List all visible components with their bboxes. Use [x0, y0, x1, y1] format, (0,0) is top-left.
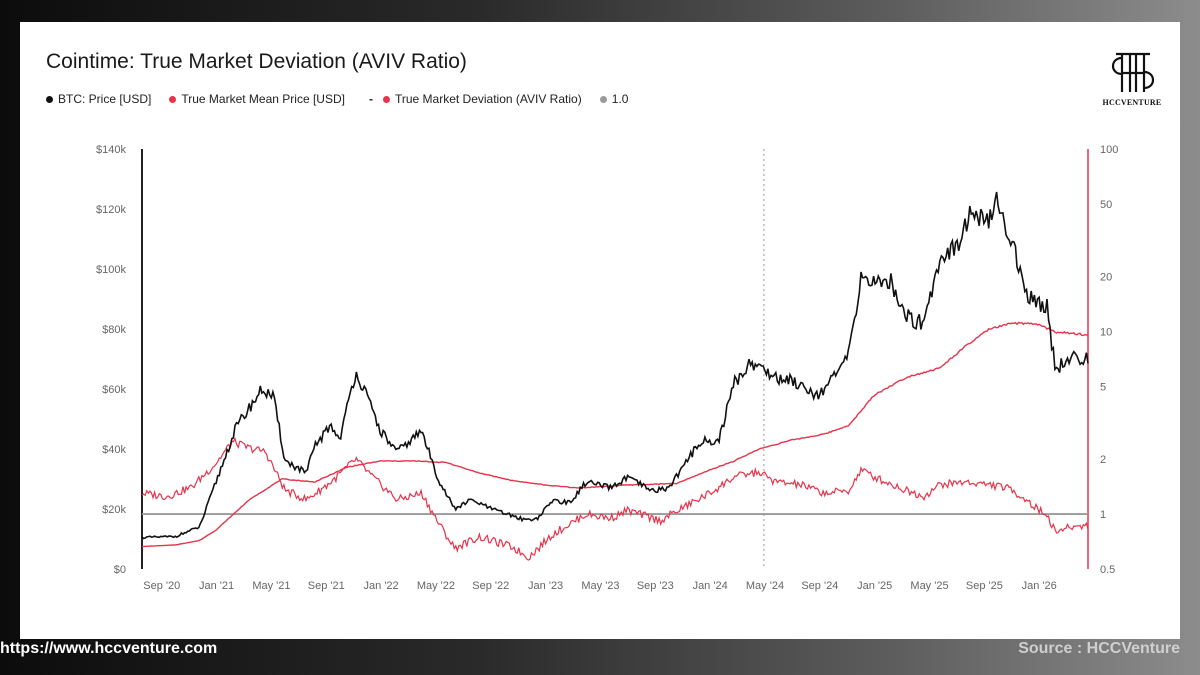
series-true-market-mean-line [141, 321, 1089, 548]
legend-item-true-market-mean[interactable]: True Market Mean Price [USD] [169, 92, 345, 106]
y-left-tick-label: $80k [102, 324, 126, 336]
chart-title: Cointime: True Market Deviation (AVIV Ra… [46, 50, 467, 73]
x-tick-label: Sep '25 [966, 580, 1003, 592]
x-tick-label: May '25 [910, 580, 948, 592]
legend-item-btc-price[interactable]: BTC: Price [USD] [46, 92, 151, 106]
y-left-tick-label: $20k [102, 504, 126, 516]
y-right-tick-label: 50 [1100, 199, 1112, 211]
x-tick-label: May '21 [252, 580, 290, 592]
x-tick-label: Jan '22 [364, 580, 399, 592]
x-tick-label: May '22 [417, 580, 455, 592]
x-tick-label: May '24 [746, 580, 784, 592]
y-right-tick-label: 5 [1100, 381, 1106, 393]
chart-legend: BTC: Price [USD] True Market Mean Price … [46, 92, 646, 106]
hccventure-logo: HCCVENTURE [1102, 48, 1162, 108]
y-left-tick-label: $100k [96, 264, 126, 276]
y-right-tick-label: 0.5 [1100, 564, 1115, 576]
legend-dot-grey [599, 95, 607, 103]
y-right-tick-label: 20 [1100, 272, 1112, 284]
x-tick-label: Jan '23 [528, 580, 563, 592]
y-left-tick-label: $0 [114, 564, 126, 576]
series-btc-price-line [141, 191, 1089, 540]
y-left-tick-label: $120k [96, 204, 126, 216]
legend-dot-red [382, 95, 390, 103]
y-right-tick-label: 100 [1100, 144, 1118, 156]
x-tick-label: Jan '21 [199, 580, 234, 592]
logo-text: HCCVENTURE [1102, 98, 1162, 107]
y-left-tick-label: $140k [96, 144, 126, 156]
x-tick-label: Jan '25 [857, 580, 892, 592]
chart-canvas: $0 $20k $40k $60k $80k $100k $120k $140k 0.5 1 2 5 1… [96, 144, 1118, 592]
legend-item-reference-1[interactable]: 1.0 [599, 92, 629, 106]
hh-monogram-icon [1111, 52, 1155, 92]
y-right-tick-label: 10 [1100, 327, 1112, 339]
x-tick-label: May '23 [581, 580, 619, 592]
x-tick-label: Sep '22 [472, 580, 509, 592]
y-right-tick-label: 1 [1100, 509, 1106, 521]
legend-label: BTC: Price [USD] [58, 92, 152, 106]
y-left-tick-label: $60k [102, 384, 126, 396]
x-tick-label: Sep '23 [637, 580, 674, 592]
x-tick-label: Sep '24 [801, 580, 838, 592]
legend-label: 1.0 [611, 92, 629, 106]
series-aviv-ratio-line [141, 437, 1089, 561]
legend-dot-black [46, 95, 53, 103]
legend-dot-red [169, 95, 177, 103]
legend-label: True Market Mean Price [USD] [181, 92, 345, 106]
x-tick-label: Jan '24 [693, 580, 728, 592]
chart-card: Cointime: True Market Deviation (AVIV Ra… [20, 22, 1180, 639]
legend-item-aviv-ratio[interactable]: - True Market Deviation (AVIV Ratio) [363, 92, 582, 106]
legend-label: True Market Deviation (AVIV Ratio) [394, 92, 582, 106]
legend-dash: - [368, 92, 373, 106]
x-tick-label: Sep '21 [308, 580, 345, 592]
x-tick-label: Jan '26 [1022, 580, 1057, 592]
source-credit: Source : HCCVenture [1018, 640, 1180, 657]
y-left-tick-label: $40k [102, 444, 126, 456]
x-tick-label: Sep '20 [143, 580, 180, 592]
website-url[interactable]: https://www.hccventure.com [0, 640, 218, 657]
y-right-tick-label: 2 [1100, 454, 1106, 466]
